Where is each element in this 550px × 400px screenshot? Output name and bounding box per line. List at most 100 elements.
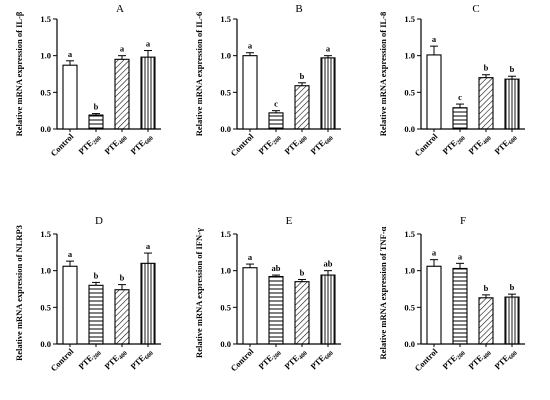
significance-letter: b: [120, 273, 125, 283]
y-axis-label: Relative mRNA expression of IL-β: [14, 11, 24, 136]
bar: [114, 289, 130, 345]
panel-b: B Relative mRNA expression of IL-6 0.0 0.…: [194, 3, 341, 158]
panel-letter: D: [95, 215, 103, 227]
significance-letter: b: [484, 283, 489, 293]
significance-letter: b: [510, 282, 515, 292]
panel-e: E Relative mRNA expression of IFN-γ 0.0 0…: [194, 215, 341, 373]
y-tick-label: 0.0: [220, 339, 231, 349]
bar: [140, 56, 156, 130]
y-tick-label: 1.0: [404, 51, 415, 61]
panel-letter: F: [460, 215, 466, 227]
y-axis-label: Relative mRNA expression of IFN-γ: [194, 228, 204, 358]
x-tick-label: PTE400: [102, 346, 129, 373]
significance-letter: a: [458, 251, 463, 261]
significance-letter: b: [300, 267, 305, 277]
bar: [88, 114, 104, 130]
significance-letter: b: [484, 63, 489, 73]
significance-letter: ab: [272, 263, 281, 273]
y-tick-label: 0.0: [220, 124, 231, 134]
significance-letter: ab: [324, 259, 333, 269]
significance-letter: b: [94, 270, 99, 280]
significance-letter: a: [326, 44, 331, 54]
panel-letter: B: [295, 3, 302, 15]
x-tick-label: PTE200: [440, 346, 467, 373]
x-tick-label: PTE600: [492, 131, 519, 158]
panel-letter: C: [472, 3, 479, 15]
y-tick-label: 0.5: [40, 87, 51, 97]
x-tick-label: PTE600: [308, 346, 335, 373]
x-tick-label: PTE200: [76, 131, 103, 158]
y-axis-label: Relative mRNA expression of IL-6: [194, 12, 204, 137]
bar: [62, 64, 78, 130]
bar: [426, 54, 442, 130]
y-tick-label: 0.0: [40, 124, 51, 134]
x-tick-label: PTE400: [282, 346, 309, 373]
bar: [88, 284, 104, 345]
x-tick-label: Control: [48, 346, 75, 373]
significance-letter: a: [68, 49, 73, 59]
bar: [268, 112, 284, 130]
significance-letter: a: [120, 44, 125, 54]
significance-letter: a: [68, 249, 73, 259]
y-tick-label: 0.5: [220, 302, 231, 312]
significance-letter: c: [458, 92, 462, 102]
x-tick-label: PTE400: [466, 131, 493, 158]
significance-letter: c: [274, 99, 278, 109]
bar: [504, 78, 520, 130]
y-axis-label: Relative mRNA expression of IL-8: [378, 12, 388, 137]
x-tick-label: Control: [228, 346, 255, 373]
x-tick-label: PTE200: [440, 131, 467, 158]
bar: [426, 265, 442, 345]
y-tick-label: 0.0: [404, 339, 415, 349]
x-tick-label: PTE200: [256, 346, 283, 373]
x-tick-label: Control: [48, 131, 75, 158]
bar: [242, 55, 258, 130]
bar: [242, 267, 258, 345]
significance-letter: b: [94, 102, 99, 112]
bar: [294, 281, 310, 345]
y-tick-label: 1.5: [40, 229, 51, 239]
bar: [320, 57, 336, 130]
y-tick-label: 0.5: [40, 302, 51, 312]
bar: [478, 77, 494, 130]
y-tick-label: 0.0: [40, 339, 51, 349]
x-tick-label: PTE200: [76, 346, 103, 373]
y-tick-label: 1.0: [220, 266, 231, 276]
y-tick-label: 1.5: [220, 14, 231, 24]
y-axis-label: Relative mRNA expression of TNF-α: [378, 226, 388, 359]
panel-letter: A: [116, 3, 124, 15]
bar: [504, 296, 520, 345]
x-tick-label: PTE600: [128, 346, 155, 373]
y-tick-label: 1.5: [220, 229, 231, 239]
y-tick-label: 0.5: [404, 302, 415, 312]
x-tick-label: PTE400: [282, 131, 309, 158]
y-tick-label: 1.5: [40, 14, 51, 24]
panel-f: F Relative mRNA expression of TNF-α 0.0 0…: [378, 215, 525, 373]
significance-letter: a: [248, 41, 253, 51]
significance-letter: a: [146, 241, 151, 251]
y-tick-label: 1.5: [404, 229, 415, 239]
significance-letter: a: [432, 34, 437, 44]
bar: [114, 58, 130, 130]
significance-letter: a: [432, 248, 437, 258]
x-tick-label: PTE600: [492, 346, 519, 373]
bar: [140, 262, 156, 345]
significance-letter: b: [300, 71, 305, 81]
panel-c: C Relative mRNA expression of IL-8 0.0 0.…: [378, 3, 525, 158]
y-tick-label: 0.5: [404, 87, 415, 97]
x-tick-label: PTE200: [256, 131, 283, 158]
y-tick-label: 1.5: [404, 14, 415, 24]
y-tick-label: 0.5: [220, 87, 231, 97]
bar: [452, 267, 468, 345]
significance-letter: b: [510, 64, 515, 74]
y-tick-label: 0.0: [404, 124, 415, 134]
significance-letter: a: [146, 39, 151, 49]
y-axis-label: Relative mRNA expression of NLRP3: [14, 225, 24, 361]
y-tick-label: 1.0: [404, 266, 415, 276]
bar: [452, 107, 468, 130]
x-tick-label: PTE600: [128, 131, 155, 158]
y-tick-label: 1.0: [220, 51, 231, 61]
panel-letter: E: [286, 215, 293, 227]
